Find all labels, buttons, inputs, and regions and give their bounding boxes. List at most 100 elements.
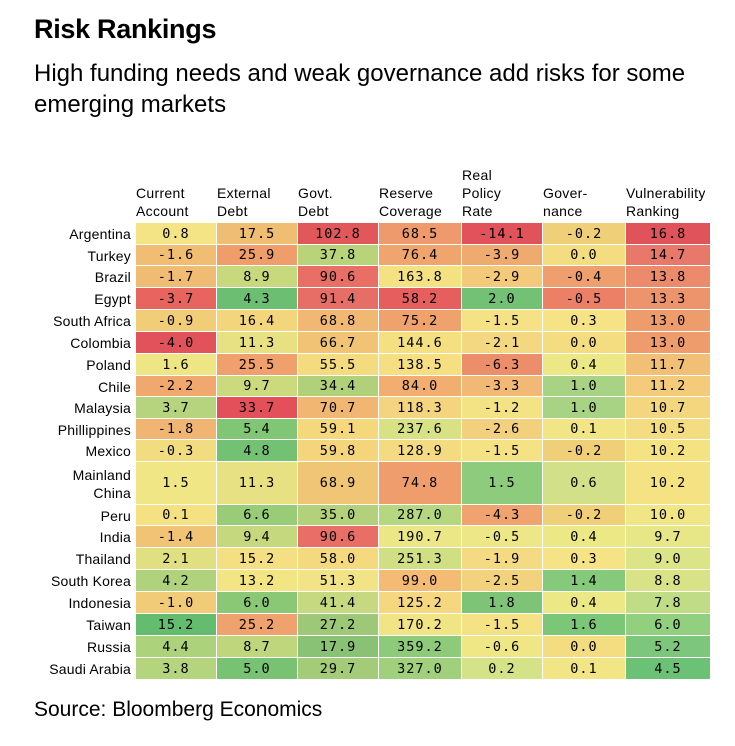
heatmap-cell: 99.0 [379,570,461,591]
heatmap-cell: -0.2 [543,223,625,244]
heatmap-cell: 5.0 [217,658,297,679]
heatmap-cell: 29.7 [298,658,378,679]
heatmap-cell: 0.2 [462,658,542,679]
heatmap-cell: 327.0 [379,658,461,679]
heatmap-cell: 10.7 [626,397,710,418]
heatmap-cell: 128.9 [379,440,461,461]
heatmap-cell: -3.7 [136,288,216,309]
heatmap-cell: 2.1 [136,548,216,569]
heatmap-cell: 1.5 [136,462,216,504]
row-label: Saudi Arabia [49,661,131,677]
heatmap-cell: 9.7 [217,376,297,396]
heatmap-cell: 0.3 [543,310,625,331]
heatmap-cell: -2.5 [462,570,542,591]
heatmap-cell: 17.5 [217,223,297,244]
heatmap-cell: 3.8 [136,658,216,679]
heatmap-cell: -4.3 [462,505,542,525]
heatmap-cell: -3.9 [462,245,542,265]
heatmap-cell: 33.7 [217,397,297,418]
heatmap-cell: -1.6 [136,245,216,265]
heatmap-cell: 55.5 [298,354,378,375]
source-note: Source: Bloomberg Economics [34,698,323,721]
heatmap-cell: 0.6 [543,462,625,504]
heatmap-cell: 13.0 [626,332,710,353]
heatmap-cell: 8.7 [217,636,297,657]
heatmap-cell: -0.6 [462,636,542,657]
heatmap-cell: 118.3 [379,397,461,418]
heatmap-cell: -2.1 [462,332,542,353]
heatmap-cell: 11.3 [217,462,297,504]
heatmap-cell: 14.7 [626,245,710,265]
heatmap-cell: 34.4 [298,376,378,396]
heatmap-cell: 0.3 [543,548,625,569]
heatmap-cell: 4.3 [217,288,297,309]
row-label: South Africa [53,313,131,329]
row-label: Chile [98,378,131,395]
heatmap-cell: 15.2 [217,548,297,569]
heatmap-cell: 37.8 [298,245,378,265]
column-header: Reserve Coverage [379,185,443,219]
heatmap-cell: -1.5 [462,440,542,461]
heatmap-cell: 35.0 [298,505,378,525]
row-label: Russia [87,639,131,655]
heatmap-cell: 0.0 [543,245,625,265]
heatmap-cell: 58.2 [379,288,461,309]
heatmap-cell: 27.2 [298,614,378,635]
heatmap-cell: 13.8 [626,266,710,287]
heatmap-cell: 13.3 [626,288,710,309]
chart-subtitle: High funding needs and weak governance a… [34,60,686,118]
row-label: Mainland China [72,466,131,501]
heatmap-cell: 17.9 [298,636,378,657]
heatmap-cell: 75.2 [379,310,461,331]
heatmap-cell: -6.3 [462,354,542,375]
heatmap-cell: 76.4 [379,245,461,265]
heatmap-cell: 5.2 [626,636,710,657]
heatmap-cell: 51.3 [298,570,378,591]
heatmap-cell: -1.4 [136,526,216,547]
row-label: Brazil [94,269,131,285]
heatmap-cell: 13.0 [626,310,710,331]
row-label: India [99,529,131,545]
heatmap-cell: 90.6 [298,266,378,287]
heatmap-cell: 13.2 [217,570,297,591]
heatmap-cell: 1.8 [462,592,542,613]
heatmap-cell: 41.4 [298,592,378,613]
heatmap-cell: 58.0 [298,548,378,569]
column-header: Govt. Debt [298,185,333,219]
heatmap-cell: 1.0 [543,376,625,396]
heatmap-cell: 287.0 [379,505,461,525]
heatmap-cell: 9.0 [626,548,710,569]
heatmap-cell: -1.7 [136,266,216,287]
heatmap-cell: -1.5 [462,614,542,635]
column-header: Vulnerability Ranking [626,185,706,219]
row-label: South Korea [50,573,131,589]
heatmap-cell: -4.0 [136,332,216,353]
heatmap-cell: 25.9 [217,245,297,265]
heatmap-cell: 1.5 [462,462,542,504]
row-label: Indonesia [68,595,131,611]
heatmap-cell: 11.3 [217,332,297,353]
heatmap-cell: 0.8 [136,223,216,244]
heatmap-cell: 2.0 [462,288,542,309]
heatmap-cell: 102.8 [298,223,378,244]
heatmap-cell: 66.7 [298,332,378,353]
heatmap-cell: 4.4 [136,636,216,657]
heatmap-cell: 0.1 [136,505,216,525]
heatmap-cell: 359.2 [379,636,461,657]
row-label: Thailand [75,551,131,567]
heatmap-cell: 144.6 [379,332,461,353]
heatmap-cell: 4.2 [136,570,216,591]
heatmap-cell: 25.5 [217,354,297,375]
heatmap-cell: 163.8 [379,266,461,287]
heatmap-cell: -1.5 [462,310,542,331]
heatmap-cell: 16.8 [626,223,710,244]
heatmap-cell: 7.8 [626,592,710,613]
heatmap-cell: 1.4 [543,570,625,591]
heatmap-cell: 10.2 [626,462,710,504]
row-label: Phillippines [57,421,131,438]
heatmap-cell: 10.2 [626,440,710,461]
heatmap-cell: -0.2 [543,505,625,525]
heatmap-cell: -3.3 [462,376,542,396]
column-header: External Debt [217,185,271,219]
